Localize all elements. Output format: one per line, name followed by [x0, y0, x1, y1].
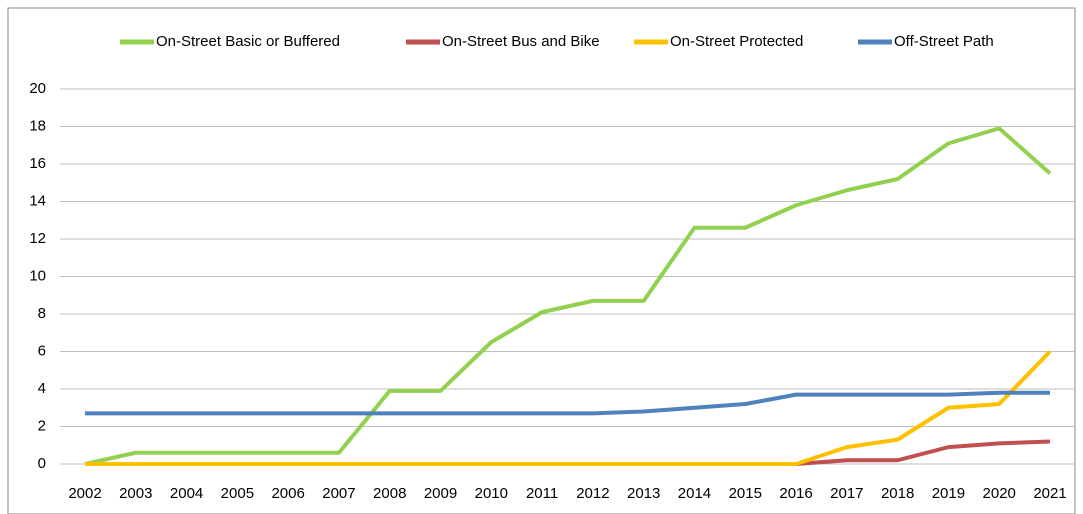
y-tick-label: 4 [38, 380, 46, 397]
x-tick-label: 2007 [322, 485, 355, 502]
chart-frame [7, 7, 1076, 514]
x-tick-label: 2009 [424, 485, 457, 502]
x-tick-label: 2010 [475, 485, 508, 502]
x-tick-label: 2021 [1033, 485, 1066, 502]
series-line [84, 126, 1052, 466]
x-tick-label: 2020 [983, 485, 1016, 502]
x-tick-label: 2006 [271, 485, 304, 502]
y-tick-label: 8 [38, 305, 46, 322]
x-tick-label: 2017 [830, 485, 863, 502]
y-tick-label: 12 [29, 230, 46, 247]
x-tick-label: 2019 [932, 485, 965, 502]
x-tick-label: 2012 [576, 485, 609, 502]
legend-label: On-Street Protected [670, 33, 803, 50]
x-tick-label: 2008 [373, 485, 406, 502]
x-tick-label: 2011 [526, 485, 558, 502]
x-tick-label: 2004 [170, 485, 203, 502]
x-tick-label: 2015 [729, 485, 762, 502]
x-tick-label: 2003 [119, 485, 152, 502]
legend-label: Off-Street Path [894, 33, 994, 50]
legend-label: On-Street Basic or Buffered [156, 33, 340, 50]
series-line [85, 350, 1052, 466]
x-tick-label: 2016 [779, 485, 812, 502]
x-tick-label: 2013 [627, 485, 660, 502]
x-tick-label: 2018 [881, 485, 914, 502]
y-tick-label: 18 [29, 117, 46, 134]
y-tick-label: 0 [38, 455, 46, 472]
legend-label: On-Street Bus and Bike [442, 33, 600, 50]
series-line [85, 390, 1050, 416]
y-tick-label: 6 [38, 342, 46, 359]
y-tick-label: 2 [38, 417, 46, 434]
y-tick-label: 10 [29, 267, 46, 284]
x-tick-label: 2005 [221, 485, 254, 502]
y-tick-label: 16 [29, 155, 46, 172]
x-tick-label: 2014 [678, 485, 711, 502]
y-tick-label: 14 [29, 192, 46, 209]
y-tick-label: 20 [29, 80, 46, 97]
x-tick-label: 2002 [68, 485, 101, 502]
